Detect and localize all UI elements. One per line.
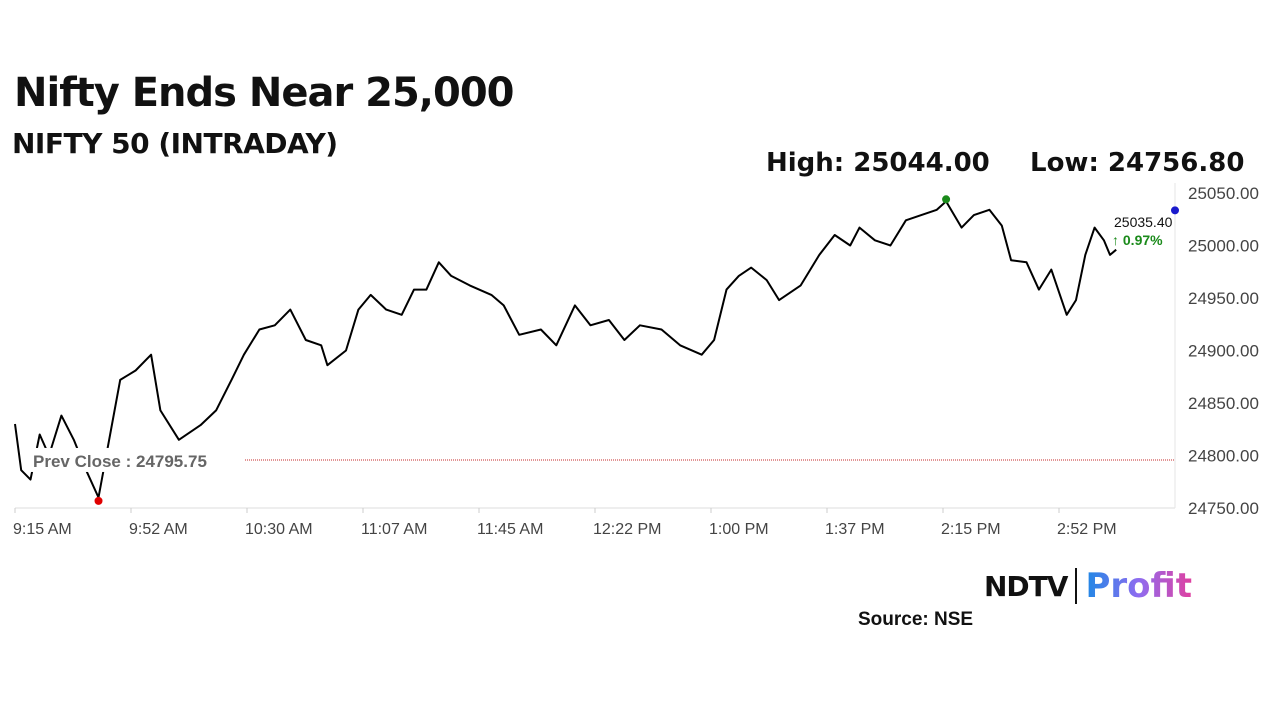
y-tick-label: 25000.00 bbox=[1188, 237, 1259, 256]
high-label: High: 25044.00 bbox=[766, 148, 990, 178]
x-tick-label: 9:15 AM bbox=[13, 521, 72, 538]
y-tick-label: 24850.00 bbox=[1188, 394, 1259, 413]
x-tick-label: 1:00 PM bbox=[709, 521, 769, 538]
x-tick-label: 2:52 PM bbox=[1057, 521, 1117, 538]
logo-divider bbox=[1075, 568, 1078, 604]
prev-close-label-bg bbox=[28, 447, 236, 472]
change-percent-label: ↑ 0.97% bbox=[1112, 232, 1163, 248]
x-tick-label: 11:45 AM bbox=[477, 521, 543, 538]
x-tick-label: 11:07 AM bbox=[361, 521, 427, 538]
last-price-label: 25035.40 bbox=[1114, 214, 1173, 230]
logo-profit: Profit bbox=[1085, 566, 1192, 606]
source-note: Source: NSE bbox=[858, 609, 974, 630]
y-tick-label: 24800.00 bbox=[1188, 447, 1259, 466]
x-tick-label: 1:37 PM bbox=[825, 521, 885, 538]
prev-close-label: Prev Close : 24795.75 bbox=[33, 452, 207, 471]
x-tick-label: 12:22 PM bbox=[593, 521, 661, 538]
x-tick-label: 10:30 AM bbox=[245, 521, 313, 538]
chart-title: Nifty Ends Near 25,000 bbox=[14, 70, 514, 116]
y-tick-label: 24750.00 bbox=[1188, 499, 1259, 518]
ndtv-profit-logo: NDTV Profit bbox=[984, 566, 1192, 606]
low-marker bbox=[94, 496, 103, 505]
low-label: Low: 24756.80 bbox=[1030, 148, 1245, 178]
y-tick-label: 25050.00 bbox=[1188, 184, 1259, 203]
x-tick-label: 9:52 AM bbox=[129, 521, 188, 538]
last-price-marker bbox=[1171, 206, 1179, 215]
logo-ndtv: NDTV bbox=[984, 569, 1068, 603]
x-tick-label: 2:15 PM bbox=[941, 521, 1001, 538]
high-marker bbox=[942, 195, 951, 204]
chart-subtitle: NIFTY 50 (INTRADAY) bbox=[12, 127, 338, 160]
y-tick-label: 24900.00 bbox=[1188, 342, 1259, 361]
nifty-price-line bbox=[14, 200, 1117, 499]
y-tick-label: 24950.00 bbox=[1188, 289, 1259, 308]
